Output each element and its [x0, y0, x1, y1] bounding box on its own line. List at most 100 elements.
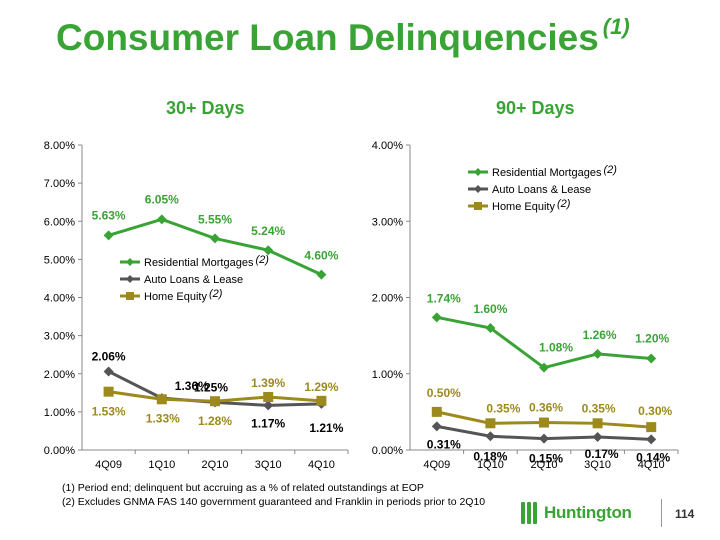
x-tick-label: 4Q09: [423, 459, 450, 471]
legend-entry: Auto Loans & Lease: [492, 184, 591, 196]
data-label: 6.05%: [145, 192, 179, 206]
x-tick-label: 4Q10: [308, 459, 335, 471]
data-label: 1.21%: [309, 421, 343, 435]
y-tick-label: 1.00%: [44, 407, 75, 419]
data-point-marker: [263, 245, 274, 256]
y-tick-label: 4.00%: [372, 140, 403, 152]
y-tick-label: 3.00%: [44, 331, 75, 343]
huntington-logo-icon: [521, 502, 539, 524]
legend-swatch-marker: [474, 185, 482, 193]
data-label: 5.63%: [92, 208, 126, 222]
y-tick-label: 1.00%: [372, 369, 403, 381]
data-point-marker: [431, 312, 442, 323]
data-point-marker: [485, 323, 496, 333]
data-point-marker: [539, 417, 549, 428]
data-label: 1.26%: [583, 328, 617, 342]
legend-entry: Residential Mortgages (2): [492, 164, 617, 179]
logo-text: Huntington: [544, 503, 632, 522]
data-label: 0.35%: [582, 401, 616, 415]
legend-swatch-marker: [474, 168, 482, 176]
chart-0-plot: 0.00% 1.00% 2.00% 3.00% 4.00% 5.00% 6.00% 7.00%…: [44, 140, 349, 471]
data-label: 1.39%: [251, 376, 285, 390]
data-point-marker: [485, 418, 496, 429]
data-point-marker: [316, 395, 327, 406]
data-label: 0.30%: [638, 404, 672, 418]
footnote-2: (2) Excludes GNMA FAS 140 government gua…: [62, 496, 486, 508]
x-tick-label: 2Q10: [202, 459, 229, 471]
x-tick-label: 4Q10: [638, 459, 665, 471]
data-label: 1.17%: [251, 416, 285, 430]
y-tick-label: 2.00%: [44, 369, 75, 381]
data-label: 2.06%: [92, 349, 126, 363]
x-tick-label: 3Q10: [255, 459, 282, 471]
data-label: 1.36%: [175, 379, 209, 393]
data-point-marker: [103, 230, 114, 241]
footnote-1: (1) Period end; delinquent but accruing …: [62, 482, 424, 494]
y-tick-label: 7.00%: [44, 178, 75, 190]
data-point-marker: [592, 348, 603, 359]
data-label: 0.17%: [585, 447, 619, 461]
legend-swatch-marker: [474, 202, 482, 210]
data-point-marker: [156, 214, 167, 225]
y-tick-label: 5.00%: [44, 254, 75, 266]
data-point-marker: [210, 233, 220, 244]
x-tick-label: 1Q10: [148, 459, 175, 471]
page-title-text: Consumer Loan Delinquencies: [56, 17, 599, 58]
data-point-marker: [316, 269, 327, 280]
data-point-marker: [263, 392, 274, 403]
x-tick-label: 4Q09: [95, 459, 122, 471]
data-point-marker: [103, 386, 114, 397]
data-point-marker: [485, 431, 496, 442]
data-point-marker: [263, 400, 274, 411]
footnotes: (1) Period end; delinquent but accruing …: [62, 481, 485, 509]
legend-swatch-marker: [126, 292, 134, 300]
data-label: 5.55%: [198, 212, 232, 226]
data-point-marker: [431, 406, 442, 417]
y-tick-label: 8.00%: [44, 140, 75, 152]
x-tick-label: 1Q10: [477, 459, 504, 471]
chart-90-days-title: 90+ Days: [496, 98, 575, 118]
data-point-marker: [431, 421, 442, 432]
data-point-marker: [103, 366, 114, 377]
data-label: 1.29%: [304, 380, 338, 394]
y-tick-label: 6.00%: [44, 216, 75, 228]
chart-1-plot: 0.00% 1.00% 2.00% 3.00% 4.00% 4Q09 1Q10 2Q10 3Q1…: [372, 140, 679, 471]
legend-entry: Auto Loans & Lease: [144, 274, 243, 286]
data-label: 4.60%: [304, 249, 338, 263]
page-number: 114: [675, 507, 695, 521]
y-tick-label: 0.00%: [44, 445, 75, 457]
y-tick-label: 3.00%: [372, 216, 403, 228]
legend-swatch-marker: [126, 258, 134, 266]
y-tick-label: 4.00%: [44, 293, 75, 305]
data-point-marker: [592, 432, 603, 443]
data-label: 0.50%: [427, 386, 461, 400]
data-point-marker: [539, 433, 549, 444]
data-label: 0.36%: [529, 401, 563, 415]
data-label: 1.25%: [194, 380, 228, 394]
chart-30-days-title: 30+ Days: [166, 98, 245, 118]
data-label: 1.60%: [473, 302, 507, 316]
data-label: 0.15%: [529, 452, 563, 466]
data-point-marker: [646, 434, 657, 445]
huntington-logo: Huntington: [521, 502, 632, 524]
data-label: 0.35%: [486, 401, 520, 415]
data-label: 1.28%: [198, 414, 232, 428]
data-point-marker: [646, 422, 657, 433]
data-label: 5.24%: [251, 224, 285, 238]
data-label: 1.20%: [635, 332, 669, 346]
data-point-marker: [646, 353, 657, 364]
title-footnote-mark: (1): [602, 14, 630, 39]
data-label: 1.74%: [427, 291, 461, 305]
data-point-marker: [156, 394, 167, 405]
y-tick-label: 2.00%: [372, 293, 403, 305]
legend-swatch-marker: [126, 275, 134, 283]
legend-entry: Home Equity (2): [492, 198, 571, 213]
data-label: 0.31%: [427, 437, 461, 451]
y-tick-label: 0.00%: [372, 445, 403, 457]
legend-entry: Residential Mortgages (2): [144, 254, 269, 269]
x-tick-label: 2Q10: [531, 459, 558, 471]
data-point-marker: [210, 396, 220, 407]
x-tick-label: 3Q10: [584, 459, 611, 471]
data-label: 1.33%: [146, 411, 180, 425]
